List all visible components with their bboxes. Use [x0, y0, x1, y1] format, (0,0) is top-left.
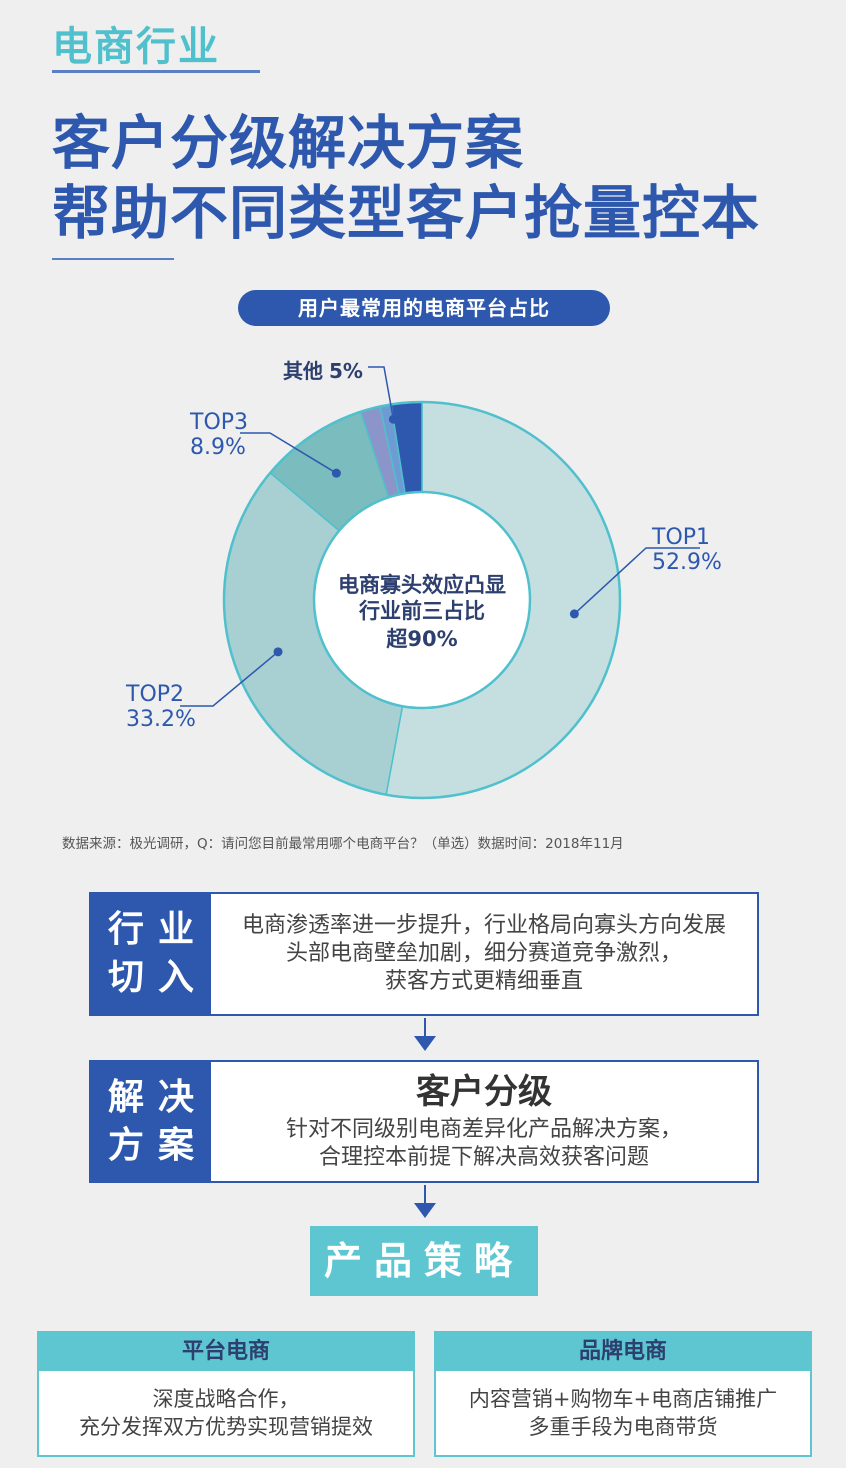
product-strategy-banner: 产品策略 [310, 1226, 538, 1296]
section-tag: 电商行业 [52, 24, 220, 70]
leader-dot-other [388, 414, 398, 424]
center-text-line3: 超90% [386, 627, 457, 651]
center-text: 电商寡头效应凸显 行业前三占比 超90% [338, 573, 506, 651]
leader-dot-top3 [331, 468, 341, 478]
flow-step-industry: 行业 切入 电商渗透率进一步提升，行业格局向寡头方向发展 头部电商壁垒加剧，细分… [89, 892, 759, 1016]
chart-title: 用户最常用的电商平台占比 [238, 290, 610, 326]
label-other-name: 其他 [283, 359, 323, 383]
label-top3-name: TOP3 [189, 410, 248, 435]
headline-rule [52, 258, 174, 260]
flow-step-industry-text: 电商渗透率进一步提升，行业格局向寡头方向发展 头部电商壁垒加剧，细分赛道竞争激烈… [241, 913, 726, 994]
leader-lines [180, 366, 700, 707]
center-text-line1: 电商寡头效应凸显 [338, 573, 506, 597]
flow-step-solution: 解决 方案 客户分级 针对不同级别电商差异化产品解决方案， 合理控本前提下解决高… [89, 1060, 759, 1183]
source-note: 数据来源：极光调研，Q：请问您目前最常用哪个电商平台？（单选）数据时间：2018… [62, 836, 624, 852]
label-top1-name: TOP1 [651, 525, 710, 550]
center-text-line2: 行业前三占比 [358, 599, 485, 623]
flow-step-industry-label: 行业 切入 [91, 894, 211, 1014]
card-brand-ecommerce: 品牌电商 内容营销+购物车+电商店铺推广 多重手段为电商带货 [434, 1331, 812, 1457]
label-top2-value: 33.2% [126, 707, 196, 732]
label-top2-name: TOP2 [125, 682, 184, 707]
flow-step-solution-label: 解决 方案 [91, 1062, 211, 1181]
slice-labels: TOP1 52.9% TOP2 33.2% TOP3 8.9% [125, 410, 722, 732]
label-top1-value: 52.9% [652, 550, 722, 575]
donut-center-hole [312, 490, 532, 710]
label-top3-value: 8.9% [190, 435, 246, 460]
label-other: 其他 5% [283, 359, 363, 383]
label-other-value: 5% [329, 359, 363, 383]
leader-line-top1 [573, 547, 700, 615]
card-brand-text: 内容营销+购物车+电商店铺推广 多重手段为电商带货 [468, 1387, 778, 1439]
card-platform-title: 平台电商 [39, 1333, 413, 1371]
card-brand-title: 品牌电商 [436, 1333, 810, 1371]
donut-chart: 电商寡头效应凸显 行业前三占比 超90% TOP1 52.9% TOP2 33.… [125, 359, 722, 800]
donut-outer-border [222, 400, 622, 800]
leader-line-other [368, 366, 395, 420]
headline-line1: 客户分级解决方案 [52, 109, 525, 177]
section-tag-underline [52, 70, 260, 73]
card-platform-ecommerce: 平台电商 深度战略合作， 充分发挥双方优势实现营销提效 [37, 1331, 415, 1457]
leader-line-top3 [240, 432, 337, 474]
headline-line2: 帮助不同类型客户抢量控本 [52, 179, 761, 247]
leader-line-top2 [180, 651, 279, 707]
flow-step-solution-text: 客户分级 针对不同级别电商差异化产品解决方案， 合理控本前提下解决高效获客问题 [285, 1071, 682, 1170]
solution-title: 客户分级 [416, 1071, 552, 1112]
card-platform-text: 深度战略合作， 充分发挥双方优势实现营销提效 [79, 1387, 373, 1439]
